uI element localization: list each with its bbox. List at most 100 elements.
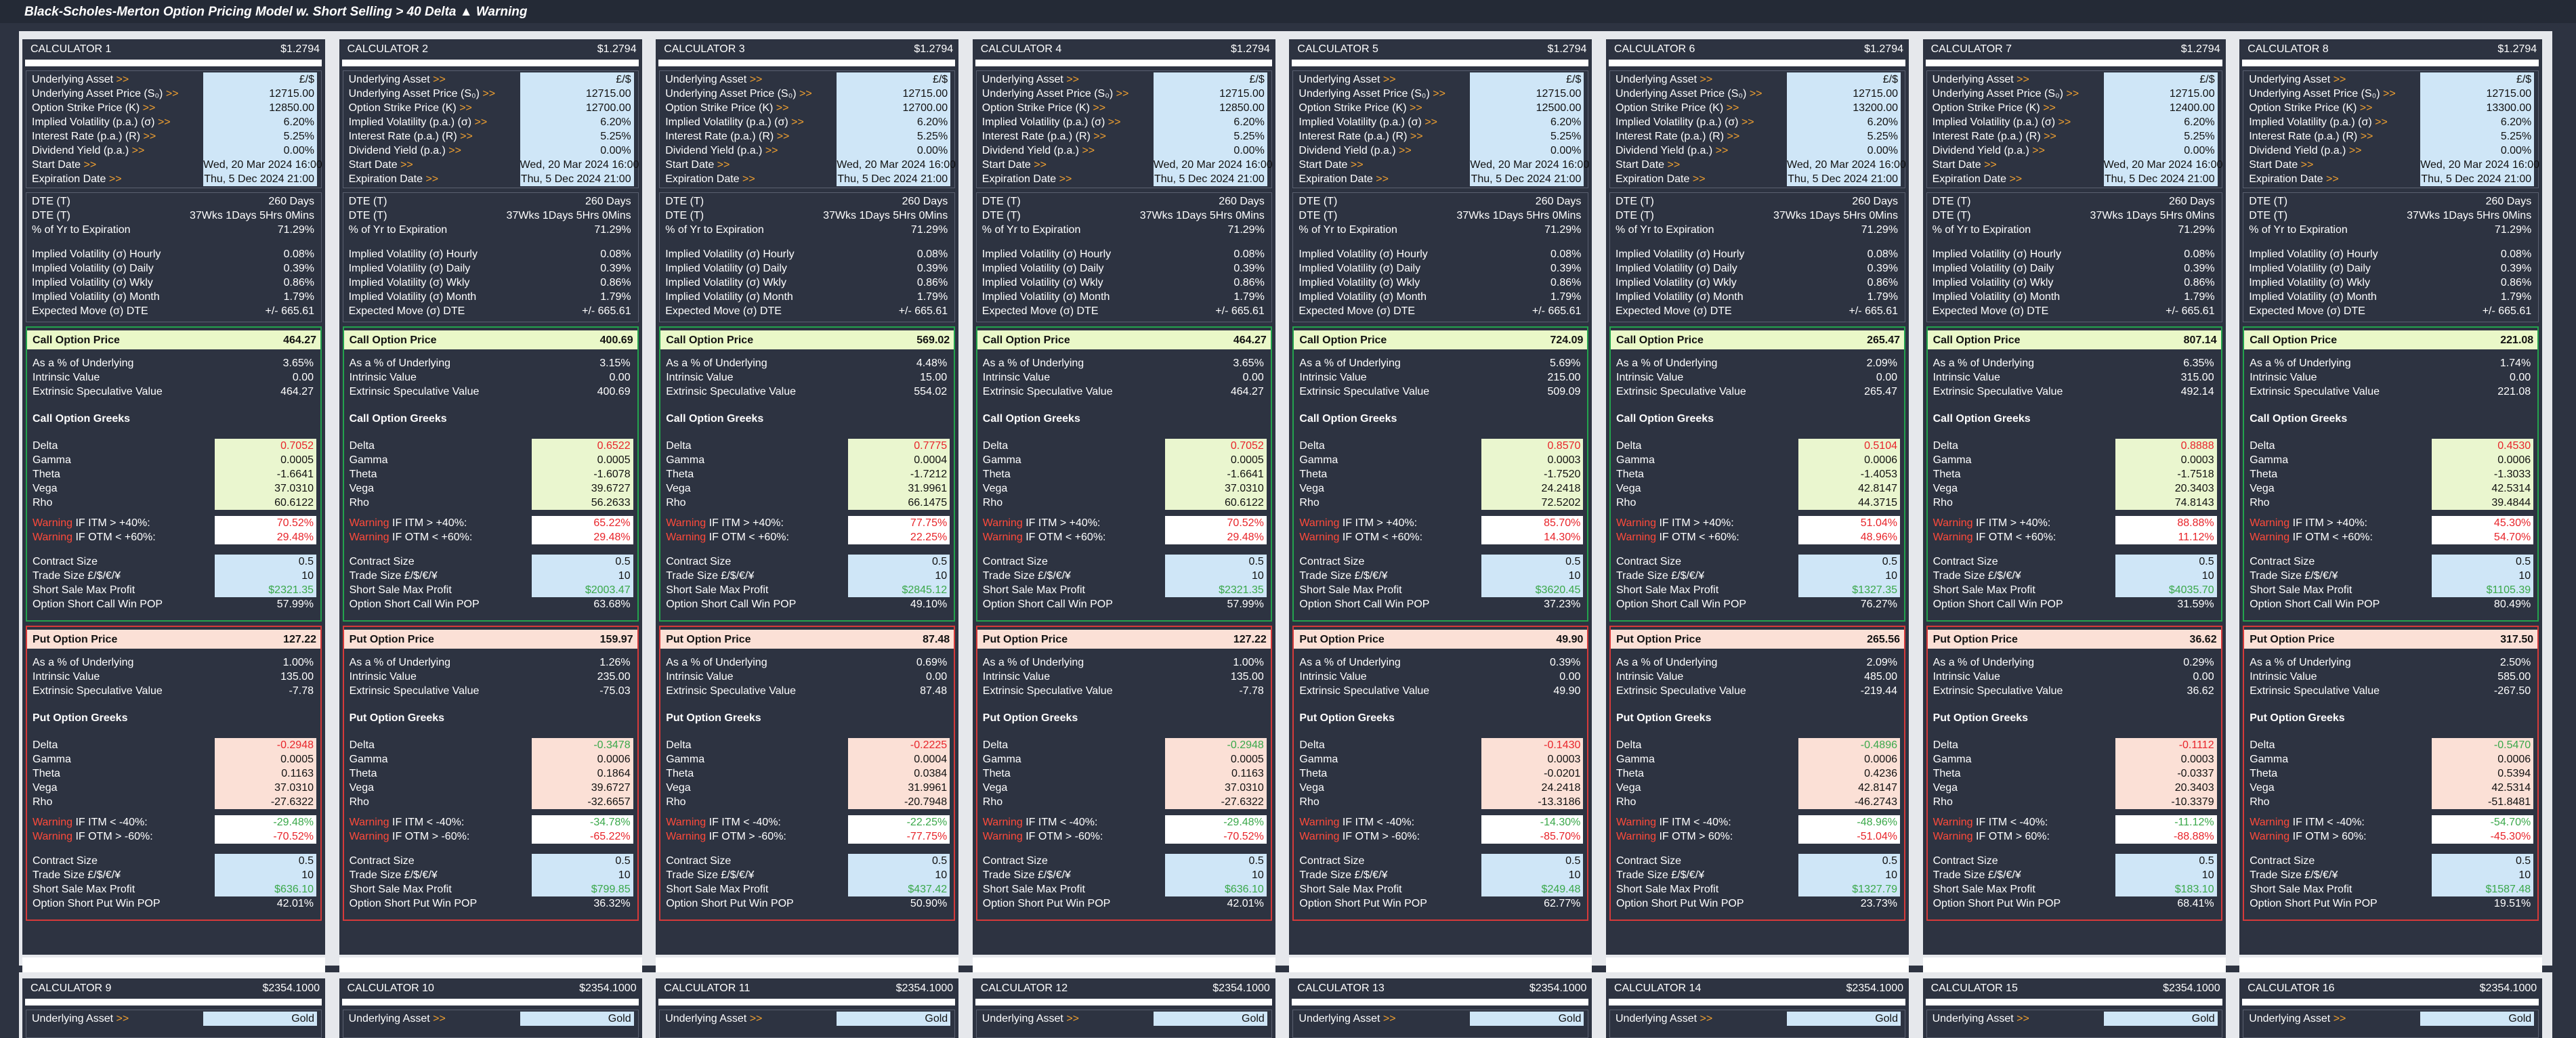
underlying-asset-input[interactable]: £/$ [1787,72,1901,87]
asset-price-input[interactable]: 12715.00 [1153,87,1267,101]
trade-size-input[interactable]: 10 [1164,569,1267,583]
contract-size-input[interactable]: 0.5 [1798,854,1900,868]
exp-input[interactable]: Thu, 5 Dec 2024 21:00 [837,172,951,186]
trade-size-input[interactable]: 10 [2115,868,2217,882]
contract-size-input[interactable]: 0.5 [2115,555,2217,569]
strike-input[interactable]: 12700.00 [520,101,634,115]
contract-size-input[interactable]: 0.5 [1164,854,1267,868]
underlying-asset-input[interactable]: £/$ [1153,72,1267,87]
asset-price-input[interactable]: 12715.00 [837,87,951,101]
start-input[interactable]: Wed, 20 Mar 2024 16:00 [2103,158,2223,172]
strike-input[interactable]: 12500.00 [1470,101,1584,115]
iv-input[interactable]: 6.20% [1787,115,1901,129]
contract-size-input[interactable]: 0.5 [848,555,950,569]
iv-input[interactable]: 6.20% [520,115,634,129]
start-input[interactable]: Wed, 20 Mar 2024 16:00 [1470,158,1590,172]
contract-size-input[interactable]: 0.5 [1798,555,1900,569]
iv-input[interactable]: 6.20% [203,115,317,129]
div-input[interactable]: 0.00% [2103,144,2218,158]
trade-size-input[interactable]: 10 [1164,868,1267,882]
exp-input[interactable]: Thu, 5 Dec 2024 21:00 [203,172,317,186]
iv-input[interactable]: 6.20% [2103,115,2218,129]
div-input[interactable]: 0.00% [1470,144,1584,158]
trade-size-input[interactable]: 10 [1481,569,1584,583]
trade-size-input[interactable]: 10 [1798,868,1900,882]
contract-size-input[interactable]: 0.5 [2432,555,2534,569]
div-input[interactable]: 0.00% [2420,144,2535,158]
div-input[interactable]: 0.00% [1153,144,1267,158]
start-input[interactable]: Wed, 20 Mar 2024 16:00 [520,158,639,172]
iv-input[interactable]: 6.20% [837,115,951,129]
exp-input[interactable]: Thu, 5 Dec 2024 21:00 [2420,172,2535,186]
trade-size-input[interactable]: 10 [215,868,316,882]
contract-size-input[interactable]: 0.5 [1164,555,1267,569]
underlying-asset-input[interactable]: Gold [203,1012,317,1026]
contract-size-input[interactable]: 0.5 [531,854,633,868]
strike-input[interactable]: 12850.00 [203,101,317,115]
asset-price-input[interactable]: 12715.00 [520,87,634,101]
start-input[interactable]: Wed, 20 Mar 2024 16:00 [203,158,322,172]
div-input[interactable]: 0.00% [520,144,634,158]
div-input[interactable]: 0.00% [203,144,317,158]
exp-input[interactable]: Thu, 5 Dec 2024 21:00 [520,172,634,186]
underlying-asset-input[interactable]: £/$ [520,72,634,87]
underlying-asset-input[interactable]: £/$ [1470,72,1584,87]
trade-size-input[interactable]: 10 [1798,569,1900,583]
exp-input[interactable]: Thu, 5 Dec 2024 21:00 [1153,172,1267,186]
exp-input[interactable]: Thu, 5 Dec 2024 21:00 [1470,172,1584,186]
contract-size-input[interactable]: 0.5 [848,854,950,868]
trade-size-input[interactable]: 10 [848,868,950,882]
rate-input[interactable]: 5.25% [1153,129,1267,144]
trade-size-input[interactable]: 10 [848,569,950,583]
contract-size-input[interactable]: 0.5 [531,555,633,569]
rate-input[interactable]: 5.25% [837,129,951,144]
asset-price-input[interactable]: 12715.00 [1470,87,1584,101]
underlying-asset-input[interactable]: Gold [1470,1012,1584,1026]
underlying-asset-input[interactable]: £/$ [203,72,317,87]
rate-input[interactable]: 5.25% [1787,129,1901,144]
strike-input[interactable]: 13200.00 [1787,101,1901,115]
underlying-asset-input[interactable]: Gold [2420,1012,2535,1026]
contract-size-input[interactable]: 0.5 [2115,854,2217,868]
iv-input[interactable]: 6.20% [1153,115,1267,129]
exp-input[interactable]: Thu, 5 Dec 2024 21:00 [2103,172,2218,186]
underlying-asset-input[interactable]: Gold [1787,1012,1901,1026]
asset-price-input[interactable]: 12715.00 [2420,87,2535,101]
trade-size-input[interactable]: 10 [2115,569,2217,583]
asset-price-input[interactable]: 12715.00 [203,87,317,101]
trade-size-input[interactable]: 10 [215,569,316,583]
iv-input[interactable]: 6.20% [1470,115,1584,129]
div-input[interactable]: 0.00% [1787,144,1901,158]
trade-size-input[interactable]: 10 [1481,868,1584,882]
contract-size-input[interactable]: 0.5 [215,555,316,569]
underlying-asset-input[interactable]: £/$ [2103,72,2218,87]
trade-size-input[interactable]: 10 [2432,868,2534,882]
underlying-asset-input[interactable]: £/$ [837,72,951,87]
rate-input[interactable]: 5.25% [2103,129,2218,144]
exp-input[interactable]: Thu, 5 Dec 2024 21:00 [1787,172,1901,186]
asset-price-input[interactable]: 12715.00 [2103,87,2218,101]
strike-input[interactable]: 12850.00 [1153,101,1267,115]
underlying-asset-input[interactable]: Gold [520,1012,634,1026]
rate-input[interactable]: 5.25% [203,129,317,144]
strike-input[interactable]: 12400.00 [2103,101,2218,115]
contract-size-input[interactable]: 0.5 [2432,854,2534,868]
strike-input[interactable]: 12700.00 [837,101,951,115]
underlying-asset-input[interactable]: Gold [837,1012,951,1026]
underlying-asset-input[interactable]: Gold [2103,1012,2218,1026]
rate-input[interactable]: 5.25% [2420,129,2535,144]
underlying-asset-input[interactable]: Gold [1153,1012,1267,1026]
underlying-asset-input[interactable]: £/$ [2420,72,2535,87]
rate-input[interactable]: 5.25% [1470,129,1584,144]
contract-size-input[interactable]: 0.5 [1481,555,1584,569]
strike-input[interactable]: 13300.00 [2420,101,2535,115]
contract-size-input[interactable]: 0.5 [1481,854,1584,868]
start-input[interactable]: Wed, 20 Mar 2024 16:00 [2420,158,2540,172]
start-input[interactable]: Wed, 20 Mar 2024 16:00 [1787,158,1906,172]
trade-size-input[interactable]: 10 [531,868,633,882]
trade-size-input[interactable]: 10 [531,569,633,583]
contract-size-input[interactable]: 0.5 [215,854,316,868]
iv-input[interactable]: 6.20% [2420,115,2535,129]
trade-size-input[interactable]: 10 [2432,569,2534,583]
start-input[interactable]: Wed, 20 Mar 2024 16:00 [837,158,956,172]
